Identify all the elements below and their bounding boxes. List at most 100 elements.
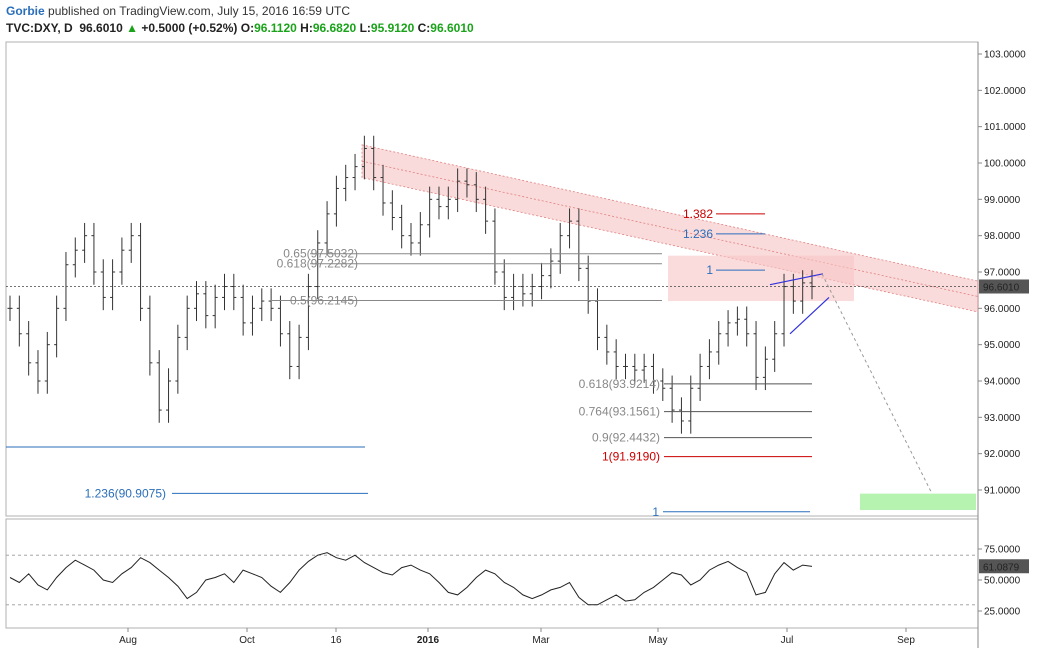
ohlc-bar bbox=[287, 321, 293, 380]
author-name[interactable]: Gorbie bbox=[6, 4, 45, 18]
ohlc-bar bbox=[35, 350, 41, 394]
ohlc-bar bbox=[725, 310, 731, 347]
ohlc-bar bbox=[445, 186, 451, 220]
y-tick-label: 92.0000 bbox=[984, 449, 1021, 460]
ohlc-bar bbox=[650, 353, 656, 394]
ohlc-bar bbox=[26, 321, 32, 376]
ohlc-bar bbox=[138, 222, 144, 322]
y-tick-label: 98.0000 bbox=[984, 231, 1021, 242]
ohlc-bar bbox=[399, 204, 405, 249]
rsi-tick-label: 75.0000 bbox=[984, 545, 1021, 556]
y-tick-label: 99.0000 bbox=[984, 195, 1021, 206]
y-tick-label: 102.0000 bbox=[984, 86, 1026, 97]
ohlc-line: TVC:DXY, D 96.6010 ▲ +0.5000 (+0.52%) O:… bbox=[6, 20, 474, 37]
rsi-pane-border bbox=[5, 518, 979, 629]
open-label: O: bbox=[240, 21, 255, 35]
x-tick-label: Sep bbox=[897, 635, 915, 646]
y-tick-label: 96.0000 bbox=[984, 304, 1021, 315]
ohlc-bar bbox=[585, 255, 591, 314]
ohlc-bar bbox=[660, 368, 666, 401]
ohlc-bar bbox=[249, 295, 255, 336]
ohlc-bar bbox=[595, 288, 601, 351]
last-price: 96.6010 bbox=[79, 21, 123, 35]
ohlc-bar bbox=[734, 306, 740, 336]
ohlc-bar bbox=[221, 273, 227, 311]
projection-label: 1 bbox=[706, 263, 713, 277]
ohlc-bar bbox=[604, 324, 610, 365]
ohlc-bar bbox=[669, 375, 675, 423]
low-label: L: bbox=[359, 21, 371, 35]
rsi-line bbox=[9, 552, 813, 606]
chart-header: Gorbie published on TradingView.com, Jul… bbox=[6, 3, 474, 37]
rsi-tick-label: 50.0000 bbox=[984, 576, 1021, 587]
ohlc-bar bbox=[567, 208, 573, 249]
ohlc-bar bbox=[343, 164, 349, 202]
ohlc-bar bbox=[473, 172, 479, 213]
ohlc-bar bbox=[762, 346, 768, 391]
x-tick-label: Oct bbox=[239, 635, 255, 646]
x-tick-label: Mar bbox=[532, 635, 550, 646]
ohlc-bar bbox=[464, 168, 470, 198]
publish-info: published on TradingView.com, July 15, 2… bbox=[48, 4, 350, 18]
ohlc-bar bbox=[753, 321, 759, 391]
symbol-label[interactable]: TVC:DXY, D bbox=[6, 21, 73, 35]
y-tick-label: 94.0000 bbox=[984, 377, 1021, 388]
ohlc-bar bbox=[166, 368, 172, 423]
ohlc-bar bbox=[492, 208, 498, 285]
channel-midline bbox=[361, 160, 979, 297]
y-tick-label: 91.0000 bbox=[984, 486, 1021, 497]
publish-line: Gorbie published on TradingView.com, Jul… bbox=[6, 3, 474, 20]
ohlc-bar bbox=[511, 273, 517, 311]
ohlc-bar bbox=[175, 324, 181, 394]
ohlc-bar bbox=[706, 339, 712, 380]
ohlc-bar bbox=[91, 222, 97, 285]
ohlc-bar bbox=[613, 339, 619, 380]
ohlc-bar bbox=[371, 135, 377, 191]
ohlc-bar bbox=[529, 273, 535, 307]
ohlc-bar bbox=[194, 281, 200, 322]
ohlc-bar bbox=[455, 168, 461, 213]
ohlc-bar bbox=[203, 281, 209, 329]
fib-right-label: 0.764(93.1561) bbox=[579, 405, 660, 419]
ohlc-bar bbox=[772, 321, 778, 372]
fib-right-label: 0.618(93.9214) bbox=[579, 377, 660, 391]
rsi-value-tag-label: 61.0879 bbox=[983, 562, 1020, 573]
x-tick-label: Jul bbox=[781, 635, 794, 646]
high-label: H: bbox=[300, 21, 313, 35]
resistance-zone bbox=[668, 255, 854, 302]
ohlc-bar bbox=[389, 190, 395, 231]
ohlc-bar bbox=[72, 237, 78, 278]
ohlc-bar bbox=[240, 284, 246, 336]
rsi-value-tag bbox=[979, 559, 1029, 574]
fib-left-label: 1.236(90.9075) bbox=[85, 486, 166, 500]
ohlc-bar bbox=[417, 212, 423, 256]
ohlc-bar bbox=[16, 295, 22, 347]
ohlc-bar bbox=[548, 248, 554, 289]
ohlc-bar bbox=[436, 186, 442, 220]
price-pane[interactable]: 0.65(97.5032)0.618(97.2282) 0.5(96.2145) 1… bbox=[6, 135, 979, 519]
high-value: 96.6820 bbox=[312, 21, 357, 35]
ohlc-bar bbox=[483, 186, 489, 234]
ohlc-bar bbox=[110, 259, 116, 311]
ohlc-bar bbox=[63, 252, 69, 322]
ohlc-bar bbox=[557, 222, 563, 274]
last-price-tag-label: 96.6010 bbox=[983, 282, 1020, 293]
ohlc-bar bbox=[622, 353, 628, 380]
low-value: 95.9120 bbox=[370, 21, 415, 35]
up-arrow-icon: ▲ bbox=[126, 21, 138, 35]
rsi-pane[interactable] bbox=[6, 552, 978, 606]
fib-left-label: 0.5(96.2145) bbox=[290, 294, 358, 308]
ohlc-bar bbox=[427, 186, 433, 238]
y-tick-label: 97.0000 bbox=[984, 268, 1021, 279]
ohlc-bar bbox=[296, 324, 302, 380]
ohlc-bar bbox=[277, 295, 283, 347]
x-tick-label: Aug bbox=[119, 635, 137, 646]
ohlc-bar bbox=[576, 208, 582, 282]
fib-left-label: 0.618(97.2282) bbox=[277, 257, 358, 271]
projection-path bbox=[821, 273, 933, 494]
ohlc-bar bbox=[380, 164, 386, 216]
wedge-upper bbox=[769, 273, 824, 286]
close-value: 96.6010 bbox=[430, 21, 474, 35]
x-tick-label: 16 bbox=[330, 635, 342, 646]
